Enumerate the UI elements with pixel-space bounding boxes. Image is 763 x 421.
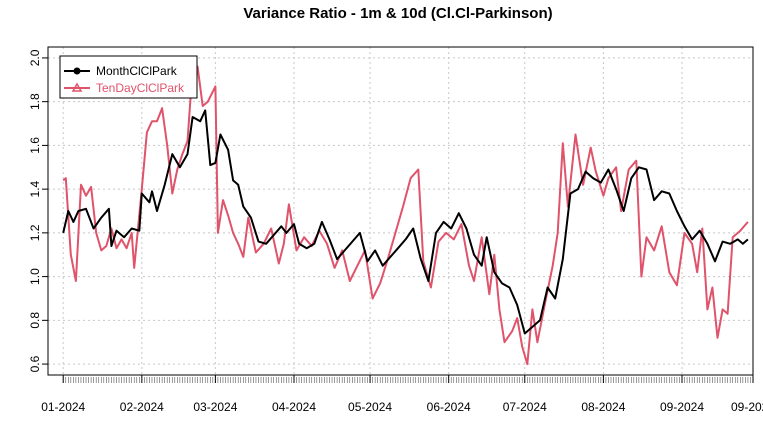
series-lines: [62, 65, 749, 366]
x-tick-label: 03-2024: [193, 400, 237, 414]
series-line-month: [62, 109, 749, 335]
legend: MonthClClPark TenDayClClPark: [59, 55, 198, 99]
x-tick-label: 04-2024: [272, 400, 316, 414]
legend-marker-tenday: [71, 82, 83, 92]
y-tick-label: 1.4: [28, 180, 42, 197]
y-tick-label: 1.6: [28, 137, 42, 154]
legend-marker-month: [73, 67, 81, 75]
y-tick-label: 0.6: [28, 355, 42, 372]
y-tick-label: 2.0: [28, 49, 42, 66]
legend-label-tenday: TenDayClClPark: [96, 81, 185, 95]
y-tick-label: 1.0: [28, 268, 42, 285]
x-tick-label: 08-2024: [581, 400, 625, 414]
x-tick-label: 02-2024: [120, 400, 164, 414]
y-tick-label: 1.8: [28, 93, 42, 110]
y-tick-label: 0.8: [28, 312, 42, 329]
x-tick-label: 09-2024: [731, 400, 763, 414]
plot-frame: [47, 46, 754, 376]
series-line-tenday: [62, 65, 749, 366]
legend-label-month: MonthClClPark: [96, 64, 178, 78]
x-tick-label: 07-2024: [503, 400, 547, 414]
legend-box: [59, 55, 198, 99]
y-tick-label: 1.2: [28, 224, 42, 241]
x-tick-label: 05-2024: [348, 400, 392, 414]
x-tick-label: 06-2024: [427, 400, 471, 414]
x-tick-label: 01-2024: [41, 400, 85, 414]
chart-title: Variance Ratio - 1m & 10d (Cl.Cl-Parkins…: [243, 5, 552, 22]
axes: 0.6 0.8 1.0 1.2 1.4 1.6 1.8 2.0 01-2024 02-2024 03…: [28, 49, 763, 414]
x-tick-label: 09-2024: [660, 400, 704, 414]
